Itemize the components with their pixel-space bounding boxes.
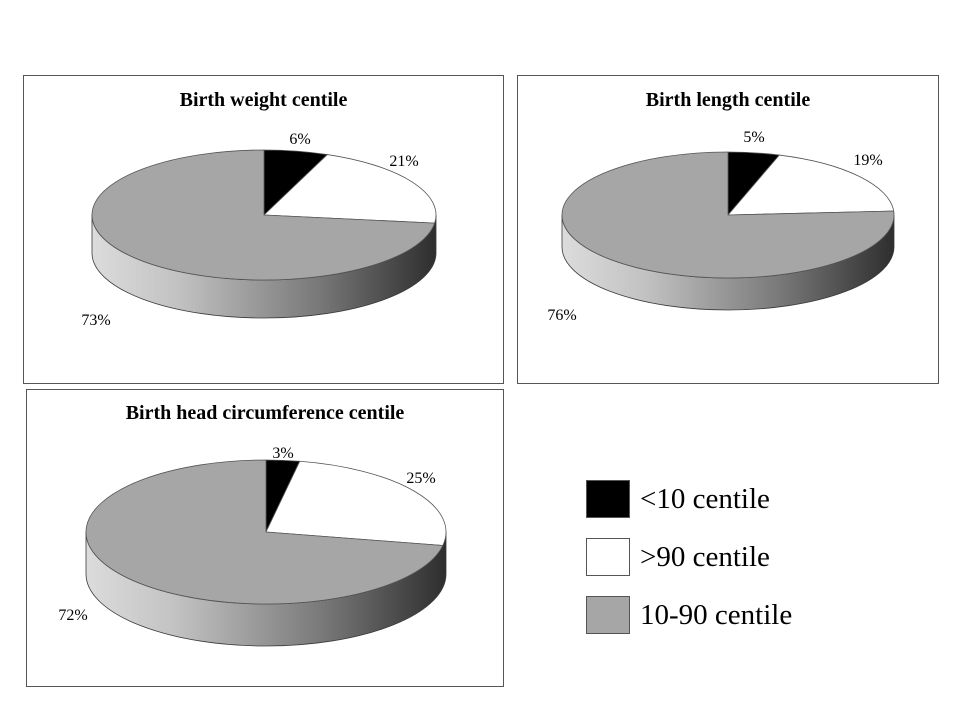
data-label-between-10-90-centile: 76% (547, 307, 576, 324)
data-label-below-10-centile: 5% (743, 129, 764, 146)
data-label-below-10-centile: 6% (289, 131, 310, 148)
birth-head-circumference-chart-panel: 3% 25% 72% Birth head circumference centil… (26, 389, 504, 687)
data-label-below-10-centile: 3% (272, 445, 293, 462)
pie-slice-above-90-centile (265, 460, 447, 546)
legend-item-above-90: >90 centile (586, 538, 836, 578)
data-label-above-90-centile: 19% (853, 152, 882, 169)
legend-swatch-above-90 (586, 538, 630, 576)
birth-weight-chart-panel: 6% 21% 73% Birth weight centile (23, 75, 504, 384)
legend-label-below-10: <10 centile (640, 483, 770, 515)
legend-label-above-90: >90 centile (640, 541, 770, 573)
birth-length-pie: 5% 19% 76% (547, 129, 895, 324)
legend-item-below-10: <10 centile (586, 480, 836, 520)
birth-head-circumference-pie: 3% 25% 72% (58, 445, 447, 647)
legend-swatch-between (586, 596, 630, 634)
legend: <10 centile >90 centile 10-90 centile (586, 480, 836, 636)
pie-slice-between-10-90-centile (91, 149, 436, 281)
pie-slice-above-90-centile (727, 154, 895, 216)
birth-length-chart-panel: 5% 19% 76% Birth length centile (517, 75, 939, 384)
legend-swatch-below-10 (586, 480, 630, 518)
legend-label-between: 10-90 centile (640, 599, 793, 631)
pie-slice-above-90-centile (263, 154, 437, 224)
data-label-above-90-centile: 25% (406, 470, 435, 487)
data-label-above-90-centile: 21% (389, 153, 418, 170)
data-label-between-10-90-centile: 72% (58, 607, 87, 624)
birth-length-chart-title: Birth length centile (645, 89, 811, 111)
birth-weight-chart-title: Birth weight centile (179, 89, 348, 111)
pie-slice-between-10-90-centile (561, 151, 895, 279)
legend-item-between: 10-90 centile (586, 596, 836, 636)
data-label-between-10-90-centile: 73% (81, 312, 110, 329)
pie-slice-between-10-90-centile (85, 459, 444, 605)
birth-head-circumference-chart-title: Birth head circumference centile (125, 402, 405, 424)
birth-weight-pie: 6% 21% 73% (81, 131, 437, 329)
